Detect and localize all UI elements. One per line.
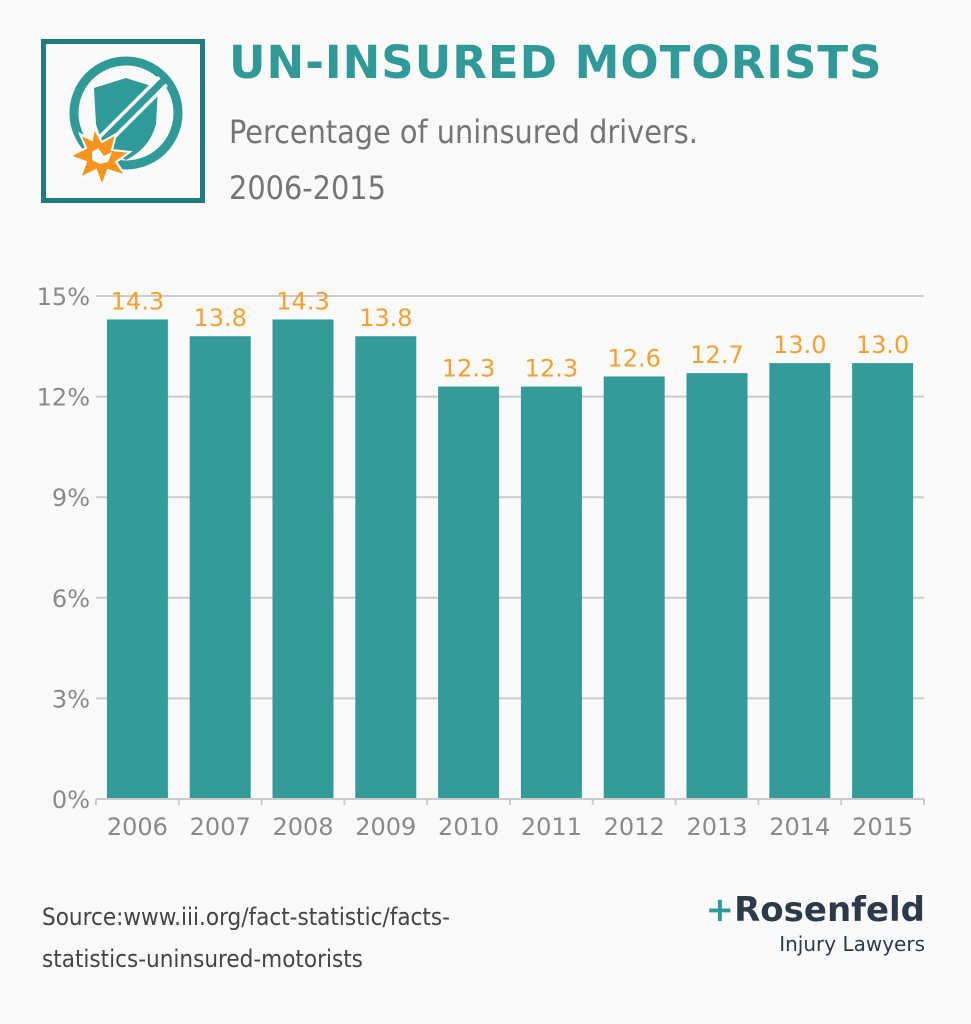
y-tick-label: 6% bbox=[52, 585, 90, 613]
data-label: 12.7 bbox=[690, 341, 743, 369]
brand-subtitle: Injury Lawyers bbox=[779, 932, 925, 956]
brand-plus-icon: + bbox=[705, 890, 735, 930]
bar bbox=[603, 376, 665, 799]
bar bbox=[686, 373, 748, 799]
bar bbox=[189, 336, 251, 799]
y-tick-label: 12% bbox=[37, 384, 90, 412]
y-tick-label: 0% bbox=[52, 786, 90, 814]
brand-name-text: Rosenfeld bbox=[734, 890, 925, 930]
y-tick-label: 9% bbox=[52, 484, 90, 512]
y-tick-label: 15% bbox=[37, 283, 90, 311]
bar bbox=[769, 363, 831, 799]
data-label: 13.8 bbox=[359, 304, 412, 332]
data-label: 14.3 bbox=[276, 287, 329, 315]
bar bbox=[106, 319, 168, 799]
bar bbox=[272, 319, 334, 799]
bar bbox=[852, 363, 914, 799]
x-tick-label: 2013 bbox=[686, 813, 747, 841]
x-tick-label: 2010 bbox=[438, 813, 499, 841]
shield-with-broken-no-sign-icon bbox=[67, 56, 183, 189]
x-tick-label: 2006 bbox=[107, 813, 168, 841]
x-tick-label: 2008 bbox=[272, 813, 333, 841]
subtitle-description: Percentage of uninsured drivers. bbox=[229, 113, 698, 151]
x-axis-ticks: 2006 2007 2008 2009 2010 2011 2012 2013 2014 2015 bbox=[95, 799, 925, 841]
brand-name: +Rosenfeld bbox=[706, 890, 925, 930]
data-label: 12.3 bbox=[442, 355, 495, 383]
y-tick-label: 3% bbox=[52, 685, 90, 713]
y-axis-ticks: 0% 3% 6% 9% 12% 15% bbox=[37, 283, 90, 814]
data-labels: 14.3 13.8 14.3 13.8 12.3 12.3 12.6 12.7 13.0 13.0 bbox=[111, 287, 910, 382]
page-title: UN-INSURED MOTORISTS bbox=[229, 36, 883, 89]
data-label: 14.3 bbox=[111, 287, 164, 315]
x-tick-label: 2012 bbox=[604, 813, 665, 841]
source-note: Source:www.iii.org/fact-statistic/facts-… bbox=[42, 903, 450, 973]
data-label: 12.3 bbox=[525, 355, 578, 383]
x-tick-label: 2009 bbox=[355, 813, 416, 841]
data-label: 13.0 bbox=[856, 331, 909, 359]
bar bbox=[520, 386, 582, 799]
page-subtitle: Percentage of uninsured drivers. 2006-20… bbox=[229, 104, 698, 216]
x-tick-label: 2015 bbox=[852, 813, 913, 841]
header-logo bbox=[41, 39, 205, 203]
x-tick-label: 2007 bbox=[190, 813, 251, 841]
bar bbox=[438, 386, 500, 799]
subtitle-date-range: 2006-2015 bbox=[229, 169, 386, 207]
data-label: 12.6 bbox=[607, 344, 660, 372]
brand-logo: +Rosenfeld Injury Lawyers bbox=[706, 890, 925, 958]
data-label: 13.8 bbox=[193, 304, 246, 332]
data-label: 13.0 bbox=[773, 331, 826, 359]
x-tick-label: 2014 bbox=[769, 813, 830, 841]
bars bbox=[106, 319, 914, 799]
x-tick-label: 2011 bbox=[521, 813, 582, 841]
bar bbox=[355, 336, 417, 799]
